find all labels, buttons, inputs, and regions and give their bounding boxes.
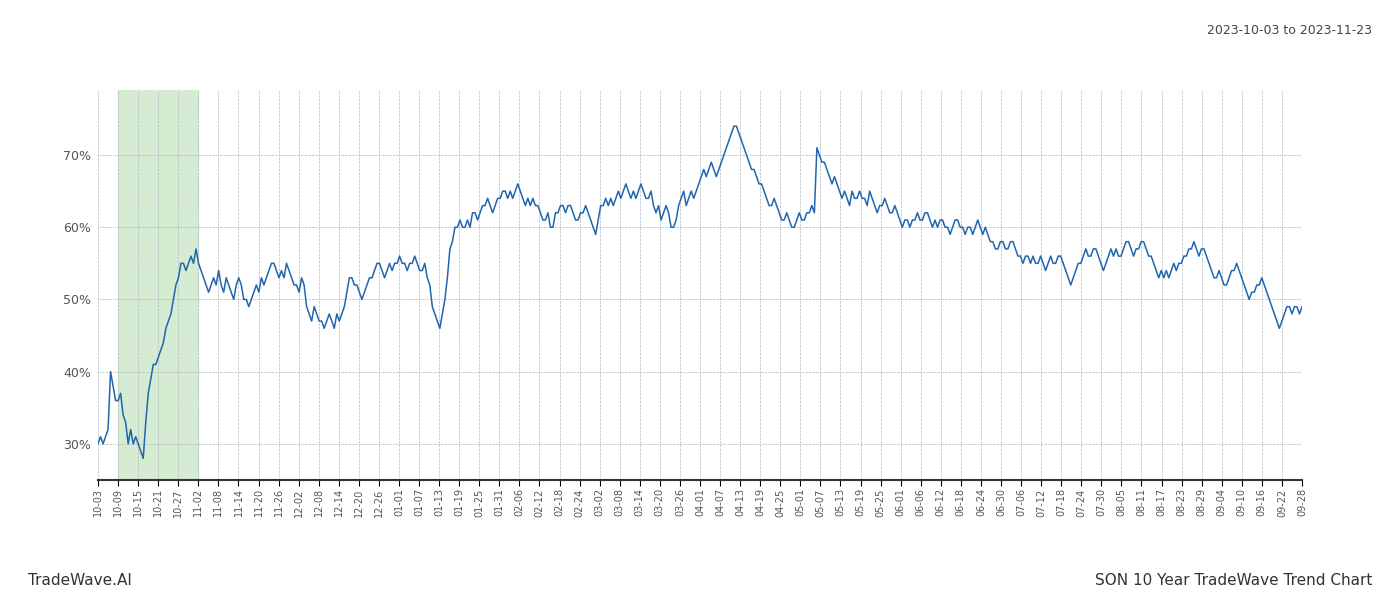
Text: SON 10 Year TradeWave Trend Chart: SON 10 Year TradeWave Trend Chart bbox=[1095, 573, 1372, 588]
Text: TradeWave.AI: TradeWave.AI bbox=[28, 573, 132, 588]
Bar bbox=[118, 90, 199, 480]
Text: 2023-10-03 to 2023-11-23: 2023-10-03 to 2023-11-23 bbox=[1207, 24, 1372, 37]
